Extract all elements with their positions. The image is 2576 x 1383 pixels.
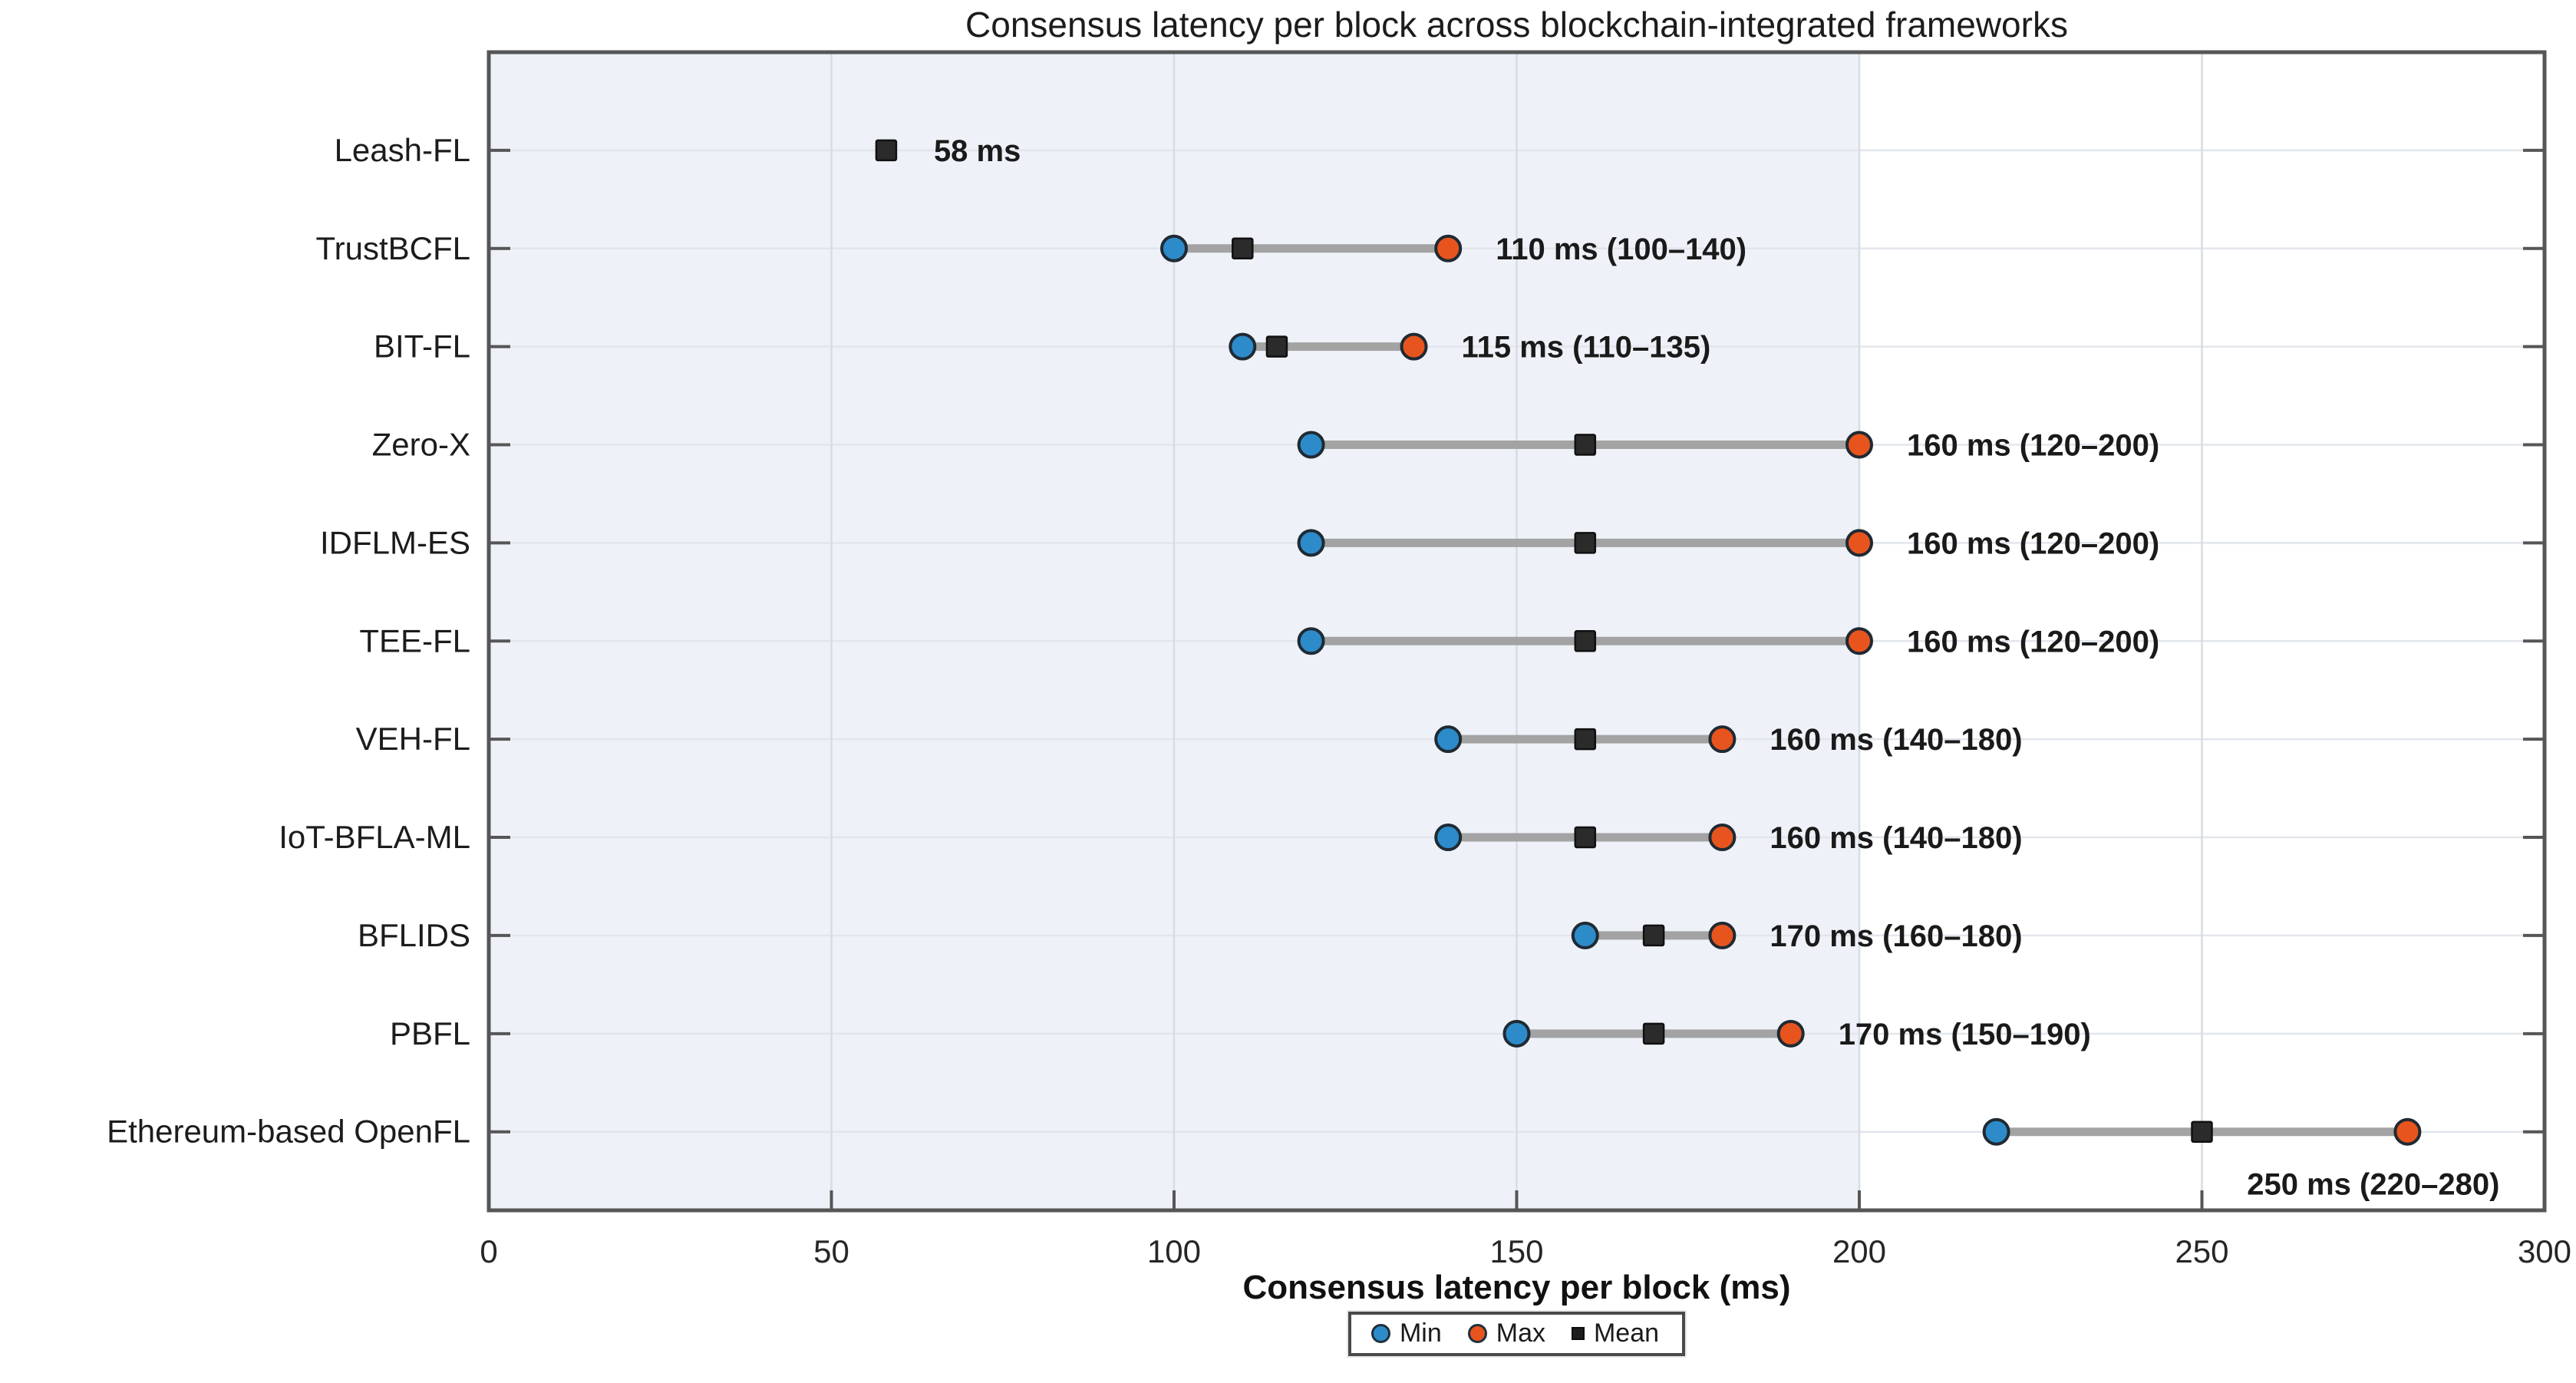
mean-marker [1642, 1022, 1665, 1045]
x-axis-tick-label: 0 [480, 1233, 497, 1269]
max-marker [2393, 1117, 2422, 1146]
mean-marker [2191, 1121, 2213, 1143]
y-axis-label: Leash-FL [335, 132, 470, 168]
mean-marker [875, 139, 898, 162]
row-annotation: 160 ms (120–200) [1907, 429, 2159, 463]
y-axis-label: Zero-X [372, 427, 470, 463]
mean-marker [1574, 532, 1597, 554]
min-marker [1571, 921, 1599, 949]
y-axis-label: PBFL [390, 1015, 470, 1051]
min-marker [1502, 1019, 1531, 1048]
y-axis-label: TrustBCFL [316, 230, 470, 266]
x-axis-tick-label: 50 [813, 1233, 849, 1269]
row-annotation: 160 ms (140–180) [1770, 821, 2022, 855]
mean-marker [1574, 826, 1597, 849]
max-marker [1845, 627, 1873, 655]
x-axis-title: Consensus latency per block (ms) [1243, 1269, 1791, 1306]
x-axis-tick-label: 300 [2518, 1233, 2571, 1269]
max-marker [1708, 824, 1737, 852]
y-axis-label: VEH-FL [356, 721, 470, 757]
max-marker [1434, 234, 1463, 262]
min-marker [1982, 1117, 2010, 1146]
y-axis-label: TEE-FL [359, 622, 470, 658]
max-marker [1708, 725, 1737, 754]
min-marker [1297, 431, 1325, 459]
x-axis-tick-label: 100 [1147, 1233, 1201, 1269]
row-annotation: 170 ms (150–190) [1839, 1018, 2091, 1051]
mean-marker [1574, 630, 1597, 652]
max-marker [1845, 431, 1873, 459]
x-axis-tick-label: 200 [1832, 1233, 1886, 1269]
y-axis-label: IDFLM-ES [320, 524, 470, 560]
mean-marker [1642, 924, 1665, 947]
max-marker [1845, 529, 1873, 557]
row-annotation: 160 ms (120–200) [1907, 625, 2159, 658]
row-annotation: 58 ms [934, 134, 1021, 168]
mean-marker [1265, 335, 1288, 358]
row-annotation: 250 ms (220–280) [2247, 1168, 2499, 1202]
row-annotation: 170 ms (160–180) [1770, 919, 2022, 953]
row-annotation: 160 ms (120–200) [1907, 526, 2159, 560]
mean-marker [1232, 237, 1254, 260]
min-marker [1297, 529, 1325, 557]
min-marker [1297, 627, 1325, 655]
row-annotation: 160 ms (140–180) [1770, 723, 2022, 757]
max-marker [1708, 921, 1737, 949]
min-marker [1434, 725, 1463, 754]
y-axis-label: BFLIDS [358, 917, 470, 953]
x-axis-tick-label: 250 [2175, 1233, 2228, 1269]
max-marker [1400, 332, 1428, 361]
min-marker [1229, 332, 1257, 361]
chart-title: Consensus latency per block across block… [965, 5, 2068, 45]
min-marker [1160, 234, 1188, 262]
mean-marker [1574, 434, 1597, 456]
max-marker [1776, 1019, 1805, 1048]
y-axis-label: BIT-FL [374, 328, 470, 365]
x-axis-tick-label: 150 [1489, 1233, 1543, 1269]
row-annotation: 110 ms (100–140) [1496, 233, 1746, 266]
y-axis-label: Ethereum-based OpenFL [107, 1114, 470, 1150]
y-axis-label: IoT-BFLA-ML [279, 819, 470, 855]
row-annotation: 115 ms (110–135) [1462, 331, 1711, 365]
mean-marker [1574, 728, 1597, 751]
min-marker [1434, 824, 1463, 852]
